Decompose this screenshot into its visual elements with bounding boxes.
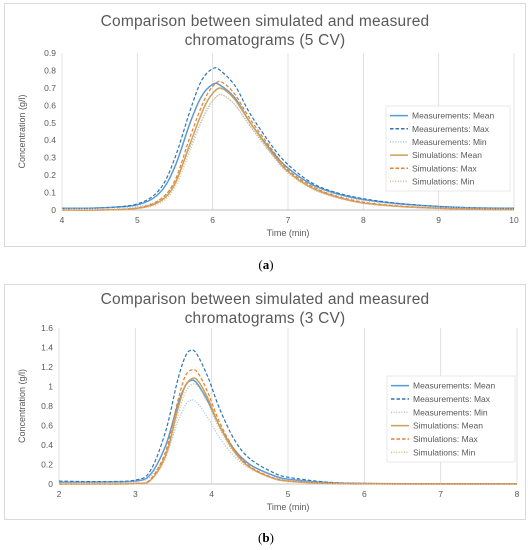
y-tick-label: 0.8 xyxy=(41,401,53,411)
chart-title-line2: chromatograms (5 CV) xyxy=(184,32,346,49)
x-tick-label: 4 xyxy=(60,215,65,225)
series-line xyxy=(61,93,515,210)
x-tick-label: 10 xyxy=(509,215,519,225)
legend-entry: Measurements: Mean xyxy=(412,111,494,121)
series-line xyxy=(58,383,517,485)
legend-entry: Simulations: Mean xyxy=(413,421,483,431)
y-tick-label: 0.6 xyxy=(41,421,53,431)
legend-entry: Simulations: Max xyxy=(413,434,478,444)
y-tick-label: 0.3 xyxy=(44,153,56,163)
x-tick-label: 8 xyxy=(361,215,366,225)
panel-caption-b: (b) xyxy=(258,530,274,545)
y-axis-label: Concentration (g/l) xyxy=(17,94,27,168)
x-tick-label: 3 xyxy=(133,489,138,499)
x-tick-label: 5 xyxy=(286,489,291,499)
chart-plot: 4 5 6 7 8 9 10 0 0.1 0.2 0.3 0.4 0.5 0.6 0.7 0.8 0.9 Time… xyxy=(17,48,519,238)
y-tick-label: 0.2 xyxy=(44,170,56,180)
legend xyxy=(385,105,511,192)
chart-title-line2: chromatograms (3 CV) xyxy=(184,310,346,327)
chart-title: Comparison between simulated and measure… xyxy=(5,290,525,328)
x-tick-label: 7 xyxy=(286,215,291,225)
y-tick-label: 0.8 xyxy=(44,65,56,75)
legend-entry: Measurements: Min xyxy=(412,137,487,147)
y-tick-label: 0.4 xyxy=(44,135,56,145)
legend-entry: Simulations: Min xyxy=(412,176,475,186)
x-tick-label: 4 xyxy=(209,489,214,499)
y-tick-label: 0.4 xyxy=(41,440,53,450)
chart-panel-a: Comparison between simulated and measure… xyxy=(4,3,526,247)
y-tick-label: 0.6 xyxy=(44,100,56,110)
y-tick-label: 0 xyxy=(51,205,56,215)
y-tick-label: 0.2 xyxy=(41,460,53,470)
chart-title-line1: Comparison between simulated and measure… xyxy=(100,13,430,30)
y-tick-label: 1.2 xyxy=(41,362,53,372)
series-line xyxy=(61,93,515,211)
legend-entry: Measurements: Mean xyxy=(413,381,495,391)
legend xyxy=(386,375,516,463)
legend-entry: Measurements: Max xyxy=(412,124,490,134)
x-tick-label: 6 xyxy=(210,215,215,225)
series-line xyxy=(61,80,515,211)
y-tick-label: 1 xyxy=(48,382,53,392)
x-tick-label: 5 xyxy=(135,215,140,225)
series-line xyxy=(58,349,518,485)
y-tick-label: 1.6 xyxy=(41,323,53,333)
panel-caption-a: (a) xyxy=(258,257,274,272)
legend-entry: Simulations: Mean xyxy=(412,150,482,160)
x-axis-label: Time (min) xyxy=(267,228,310,238)
y-tick-label: 0.9 xyxy=(44,48,56,58)
chart-title-line1: Comparison between simulated and measure… xyxy=(100,291,430,308)
legend-entry: Measurements: Min xyxy=(413,407,488,417)
y-tick-label: 1.4 xyxy=(41,343,53,353)
chart-panel-b: Comparison between simulated and measure… xyxy=(4,284,526,520)
x-tick-label: 2 xyxy=(57,489,62,499)
panel-label: a xyxy=(262,257,270,272)
y-axis-label: Concentration (g/l) xyxy=(17,369,27,443)
x-tick-label: 8 xyxy=(515,489,520,499)
y-tick-label: 0.1 xyxy=(44,188,56,198)
panel-label: b xyxy=(262,530,270,545)
x-axis-label: Time (min) xyxy=(267,502,310,512)
legend-entry: Simulations: Max xyxy=(412,163,477,173)
legend-entry: Simulations: Min xyxy=(413,447,476,457)
x-tick-label: 9 xyxy=(436,215,441,225)
x-tick-label: 6 xyxy=(362,489,367,499)
chart-title: Comparison between simulated and measure… xyxy=(5,12,525,50)
x-tick-label: 7 xyxy=(438,489,443,499)
y-tick-label: 0 xyxy=(48,479,53,489)
y-tick-label: 0.5 xyxy=(44,118,56,128)
series-line xyxy=(61,67,515,209)
y-tick-label: 0.7 xyxy=(44,83,56,93)
chart-plot: 2 3 4 5 6 7 8 0 0.2 0.4 0.6 0.8 1 1.2 1.4 1.6 Time (min)… xyxy=(17,323,520,512)
legend-entry: Measurements: Max xyxy=(413,394,491,404)
